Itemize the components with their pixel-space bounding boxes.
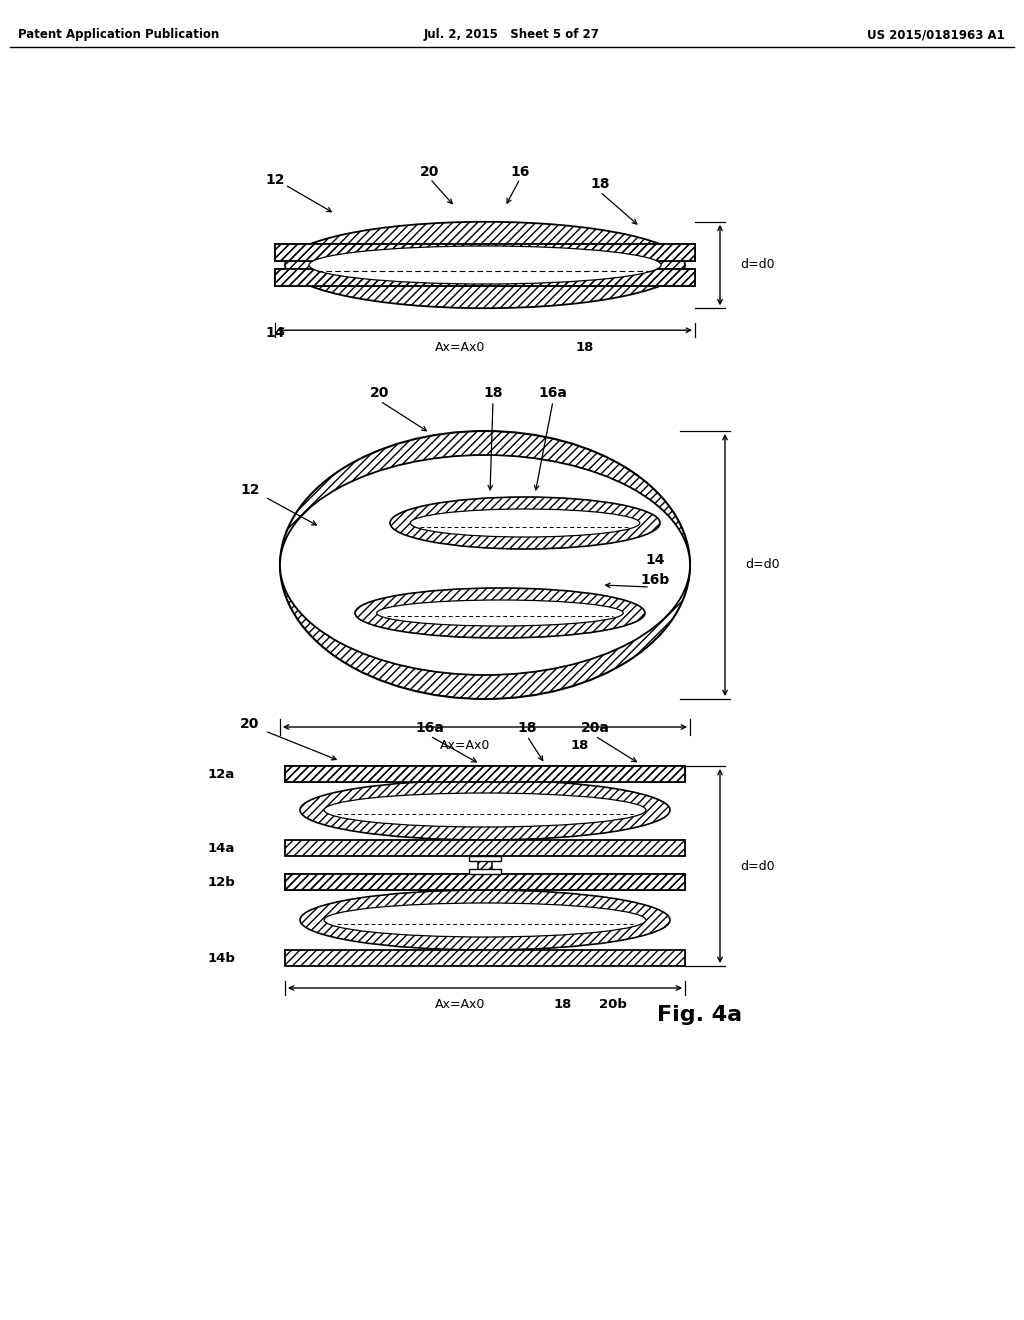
Text: 18: 18 (575, 341, 594, 354)
Text: 18: 18 (517, 721, 537, 735)
Text: d=d0: d=d0 (740, 259, 775, 272)
Text: 18: 18 (570, 738, 589, 751)
Bar (275, 244, 695, 261)
Text: 20: 20 (241, 717, 260, 731)
Text: 20: 20 (371, 385, 390, 400)
Ellipse shape (324, 793, 646, 828)
Bar (478, 855, 492, 874)
Bar (285, 766, 685, 781)
Bar (285, 840, 685, 855)
Ellipse shape (390, 498, 660, 549)
Bar (285, 874, 685, 890)
Text: 20a: 20a (581, 721, 609, 735)
Text: Jul. 2, 2015   Sheet 5 of 27: Jul. 2, 2015 Sheet 5 of 27 (424, 28, 600, 41)
Text: 14a: 14a (208, 842, 234, 854)
Text: 16b: 16b (640, 573, 670, 587)
Text: 14b: 14b (207, 952, 234, 965)
Text: 16a: 16a (416, 721, 444, 735)
Bar (275, 269, 695, 286)
Ellipse shape (411, 510, 640, 537)
Bar (285, 874, 685, 890)
Text: 18: 18 (483, 385, 503, 400)
Text: 14: 14 (265, 326, 285, 341)
Bar (285, 874, 685, 890)
Bar (275, 244, 695, 261)
Bar (275, 269, 695, 286)
Bar (275, 244, 695, 261)
Text: 20: 20 (420, 165, 439, 178)
Ellipse shape (324, 903, 646, 937)
Text: US 2015/0181963 A1: US 2015/0181963 A1 (867, 28, 1005, 41)
Text: 12: 12 (265, 173, 285, 187)
Text: d=d0: d=d0 (745, 558, 780, 572)
Bar (275, 269, 695, 286)
Text: 18: 18 (554, 998, 572, 1011)
Bar (275, 269, 695, 286)
Text: d=d0: d=d0 (740, 859, 775, 873)
Text: 16: 16 (510, 165, 529, 178)
Ellipse shape (280, 432, 690, 700)
Ellipse shape (355, 587, 645, 638)
Text: Patent Application Publication: Patent Application Publication (18, 28, 219, 41)
Bar (285, 766, 685, 781)
Ellipse shape (309, 246, 662, 284)
Bar (285, 766, 685, 781)
Text: 12b: 12b (207, 875, 234, 888)
Ellipse shape (300, 780, 670, 840)
Bar (285, 950, 685, 966)
Text: 12a: 12a (208, 767, 234, 780)
Ellipse shape (280, 455, 690, 675)
Bar (285, 840, 685, 855)
Bar (285, 766, 685, 781)
Text: Ax=Ax0: Ax=Ax0 (435, 998, 485, 1011)
Bar (469, 869, 501, 874)
Bar (285, 874, 685, 890)
Text: 14: 14 (645, 553, 665, 568)
Ellipse shape (377, 601, 624, 626)
Bar (285, 950, 685, 966)
Text: 18: 18 (590, 177, 609, 191)
Bar (478, 855, 492, 874)
Text: 20b: 20b (599, 998, 627, 1011)
Text: Ax=Ax0: Ax=Ax0 (440, 738, 490, 751)
Text: Fig. 4a: Fig. 4a (657, 1005, 742, 1026)
Text: 16a: 16a (539, 385, 567, 400)
Text: Ax=Ax0: Ax=Ax0 (435, 341, 485, 354)
Bar (275, 244, 695, 261)
Ellipse shape (285, 222, 685, 308)
Text: 12: 12 (241, 483, 260, 498)
Ellipse shape (300, 890, 670, 950)
Bar (469, 855, 501, 861)
